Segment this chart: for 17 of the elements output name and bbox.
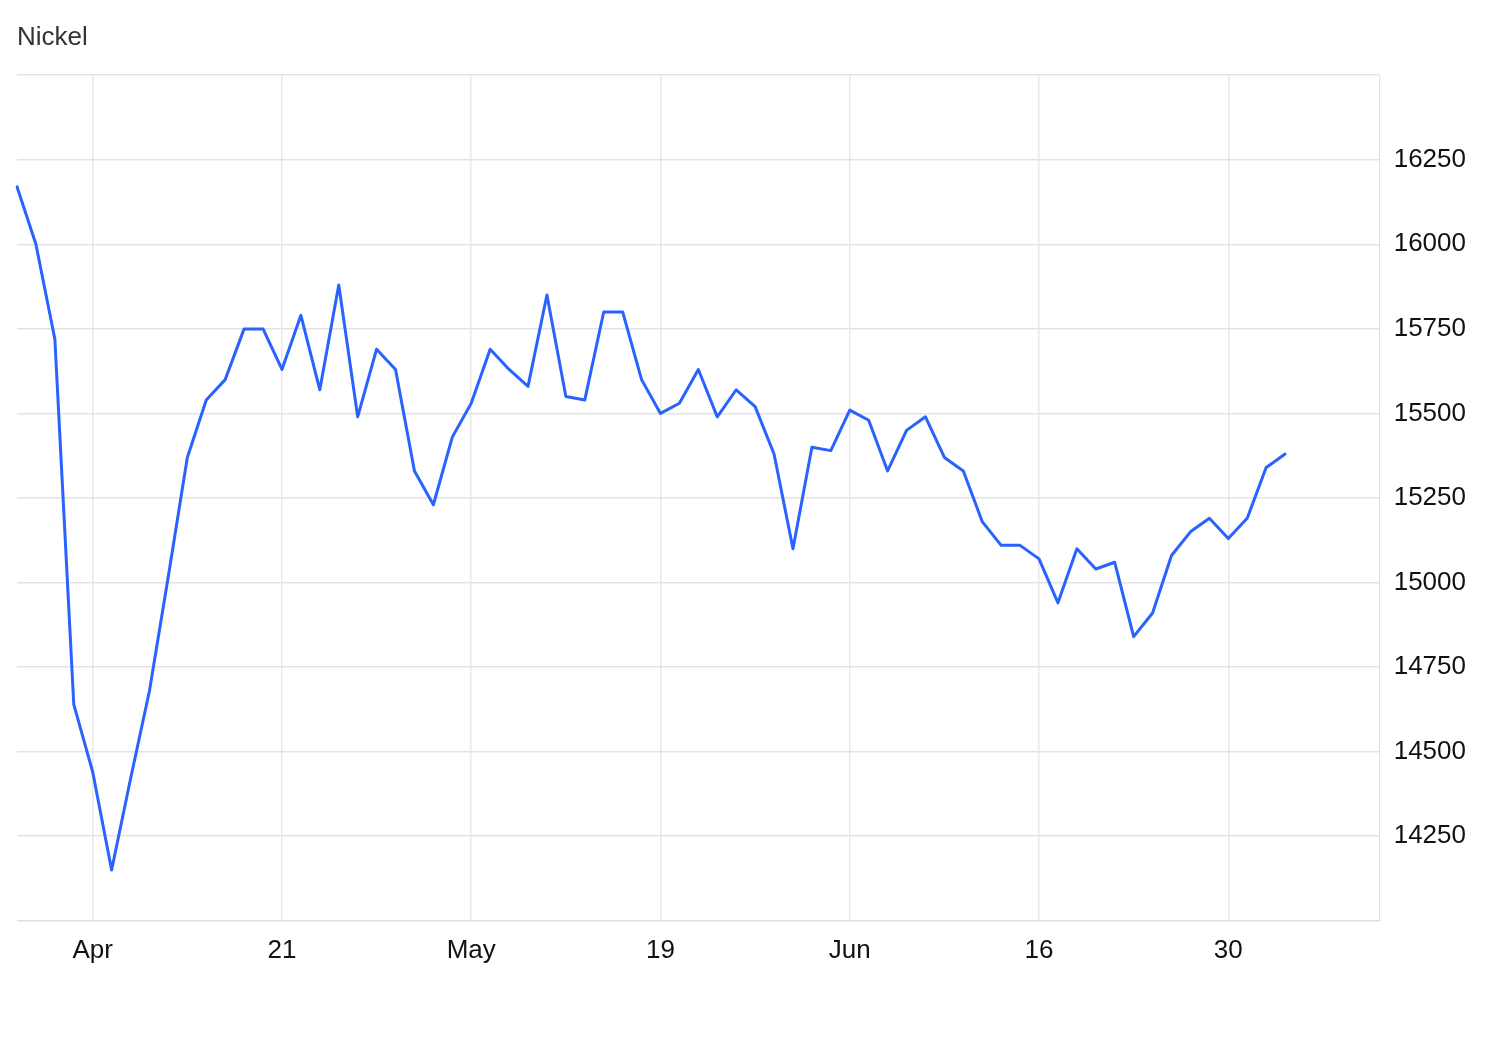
x-tick-label: Apr xyxy=(72,933,114,964)
y-tick-label: 15000 xyxy=(1393,565,1467,596)
chart-title: Nickel xyxy=(17,20,88,51)
y-tick-label: 15250 xyxy=(1393,481,1467,512)
x-tick-label: 21 xyxy=(267,933,297,964)
y-tick-label: 15500 xyxy=(1393,396,1467,427)
x-tick-label: Jun xyxy=(828,933,871,964)
y-tick-label: 14750 xyxy=(1393,650,1467,681)
y-tick-label: 15750 xyxy=(1393,312,1467,343)
y-tick-label: 14500 xyxy=(1393,734,1467,765)
x-tick-label: 19 xyxy=(646,933,675,964)
x-tick-label: 16 xyxy=(1024,933,1054,964)
x-tick-label: 30 xyxy=(1213,933,1243,964)
y-tick-label: 14250 xyxy=(1393,819,1467,850)
y-tick-label: 16000 xyxy=(1393,227,1467,258)
x-tick-label: May xyxy=(446,933,496,964)
y-tick-label: 16250 xyxy=(1393,142,1467,173)
